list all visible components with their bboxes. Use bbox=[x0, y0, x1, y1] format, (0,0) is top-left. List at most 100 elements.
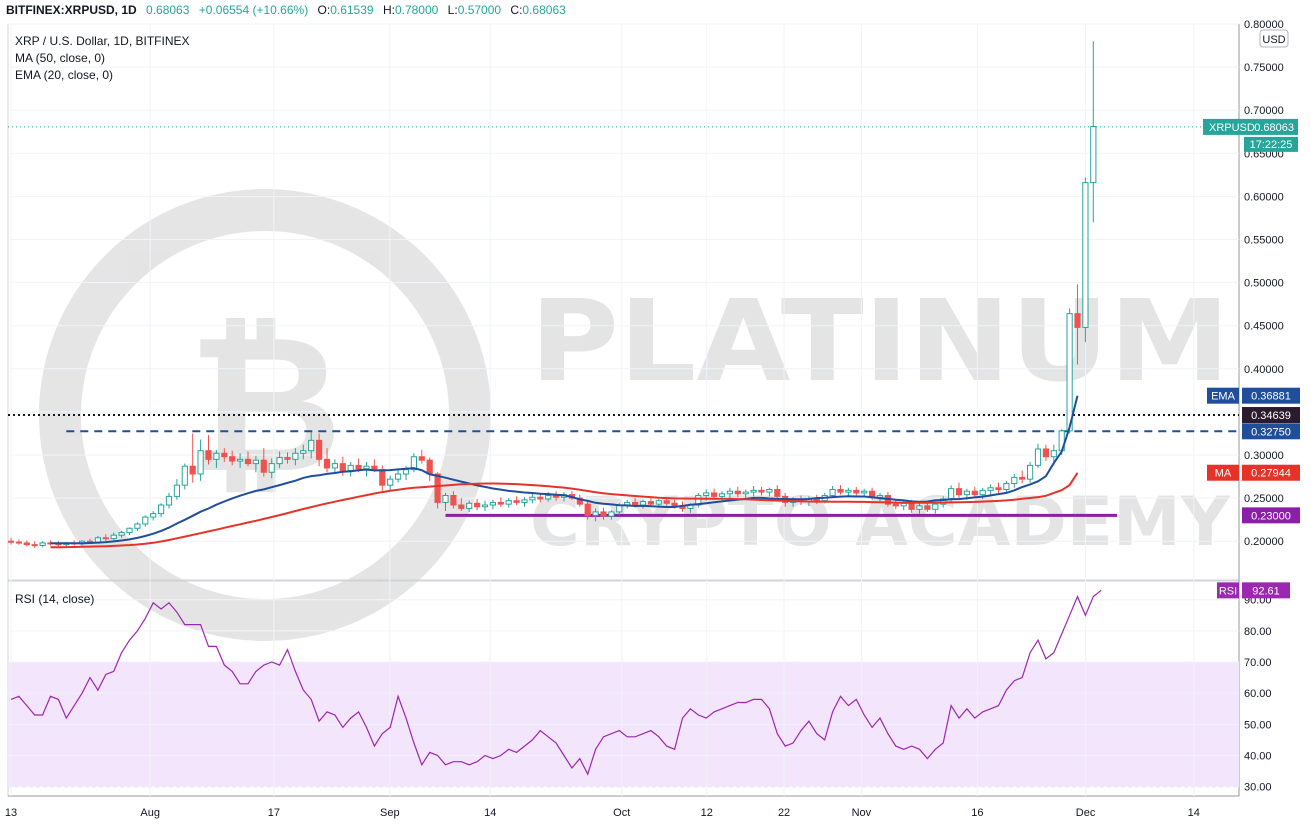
candle-body bbox=[197, 450, 204, 475]
candle-body bbox=[300, 450, 307, 454]
candle-body bbox=[1066, 313, 1073, 432]
header-low-value: 0.57000 bbox=[458, 3, 502, 17]
candle bbox=[995, 482, 1002, 493]
candle bbox=[213, 449, 220, 468]
currency-button-label[interactable]: USD bbox=[1262, 34, 1285, 46]
price-tick-label: 0.20000 bbox=[1244, 536, 1284, 548]
header-last: 0.68063 bbox=[146, 3, 190, 17]
header-close-value: 0.68063 bbox=[522, 3, 566, 17]
level-tag-box bbox=[1242, 423, 1300, 440]
candle-body bbox=[363, 465, 370, 470]
candle bbox=[608, 510, 615, 520]
candle bbox=[750, 486, 757, 497]
rsi-tick-label: 80.00 bbox=[1244, 626, 1272, 638]
candle bbox=[845, 487, 852, 497]
candle-body bbox=[537, 496, 544, 500]
candle-body bbox=[94, 537, 102, 543]
candle bbox=[734, 486, 741, 498]
candle-body bbox=[545, 495, 552, 500]
candles-layer bbox=[7, 41, 1097, 549]
level-tag-resistance-0.32750: 0.32750 bbox=[1242, 423, 1300, 440]
price-tick-label: 0.55000 bbox=[1244, 235, 1284, 247]
time-tick-label: 13 bbox=[5, 807, 17, 819]
candle-body bbox=[892, 503, 899, 507]
candle-body bbox=[711, 492, 718, 497]
candle-body bbox=[1034, 448, 1042, 466]
candle bbox=[695, 492, 702, 508]
price-tick-label: 0.80000 bbox=[1244, 19, 1284, 31]
candle-body bbox=[252, 459, 260, 465]
candle bbox=[300, 444, 307, 460]
time-tick-label: 16 bbox=[971, 807, 983, 819]
ema-line bbox=[50, 395, 1079, 545]
candle-body bbox=[466, 502, 473, 509]
candle bbox=[987, 484, 994, 495]
candle-body bbox=[924, 505, 931, 510]
candle-body bbox=[481, 504, 489, 508]
candle-body bbox=[221, 452, 228, 458]
price-tick-label: 0.70000 bbox=[1244, 105, 1284, 117]
price-tick-label: 0.75000 bbox=[1244, 62, 1284, 74]
price-tick-label: 0.40000 bbox=[1244, 364, 1284, 376]
candle-body bbox=[608, 511, 615, 517]
legend-ema: EMA (20, close, 0) bbox=[15, 68, 113, 82]
currency-button[interactable]: USD bbox=[1259, 29, 1289, 48]
candle-body bbox=[521, 499, 528, 503]
candle-body bbox=[592, 511, 599, 516]
candle-body bbox=[102, 537, 109, 540]
candle bbox=[481, 500, 489, 512]
ema-tag-value-box bbox=[1242, 387, 1300, 404]
header: BITFINEX:XRPUSD, 1D 0.68063 +0.06554 (+1… bbox=[6, 3, 566, 17]
candle-body bbox=[584, 503, 591, 516]
candle-body bbox=[758, 489, 765, 493]
time-tick-label: 22 bbox=[778, 807, 790, 819]
candle-body bbox=[165, 495, 173, 506]
candle bbox=[837, 485, 844, 495]
price-tick-label: 0.45000 bbox=[1244, 321, 1284, 333]
candle-body bbox=[971, 490, 978, 496]
candle bbox=[39, 541, 46, 548]
candle bbox=[1003, 480, 1010, 493]
candle bbox=[387, 475, 394, 492]
level-tag-box bbox=[1242, 407, 1300, 424]
level-tag-value: 0.34639 bbox=[1251, 410, 1291, 422]
candle-body bbox=[837, 488, 844, 493]
candle-body bbox=[671, 502, 678, 507]
candle bbox=[916, 503, 923, 514]
grid bbox=[8, 23, 1239, 796]
header-high-value: 0.78000 bbox=[395, 3, 439, 17]
candle bbox=[1066, 308, 1073, 434]
candle-body bbox=[284, 457, 291, 460]
candle-body bbox=[632, 501, 639, 506]
candle-body bbox=[600, 511, 607, 517]
candle bbox=[576, 494, 583, 507]
candle bbox=[955, 482, 963, 499]
header-low-label: L: bbox=[448, 3, 458, 17]
candle-body bbox=[1011, 476, 1018, 484]
candle-body bbox=[347, 464, 354, 472]
level-tag-resistance-0.34639: 0.34639 bbox=[1242, 407, 1300, 424]
candle-body bbox=[189, 465, 196, 475]
candle bbox=[450, 491, 457, 509]
candle-body bbox=[1027, 464, 1034, 480]
candle-body bbox=[497, 501, 504, 505]
candle-body bbox=[955, 488, 963, 496]
candle-body bbox=[110, 534, 117, 540]
rsi-layer bbox=[10, 589, 1102, 776]
rsi-tag-value-box bbox=[1242, 582, 1290, 599]
candle-body bbox=[742, 491, 749, 495]
candle-body bbox=[876, 495, 884, 498]
candle-body bbox=[979, 489, 986, 496]
candle-body bbox=[458, 504, 465, 509]
currency-button-frame[interactable] bbox=[1259, 29, 1289, 48]
candle bbox=[474, 498, 481, 511]
candle-body bbox=[434, 473, 441, 503]
candle bbox=[892, 499, 899, 510]
candle bbox=[718, 491, 726, 502]
candle bbox=[1082, 177, 1089, 343]
last-price-symbol: XRPUSD bbox=[1209, 122, 1255, 134]
candle-body bbox=[7, 540, 15, 543]
candle bbox=[268, 458, 275, 479]
candle bbox=[189, 433, 196, 483]
candle bbox=[229, 450, 236, 466]
